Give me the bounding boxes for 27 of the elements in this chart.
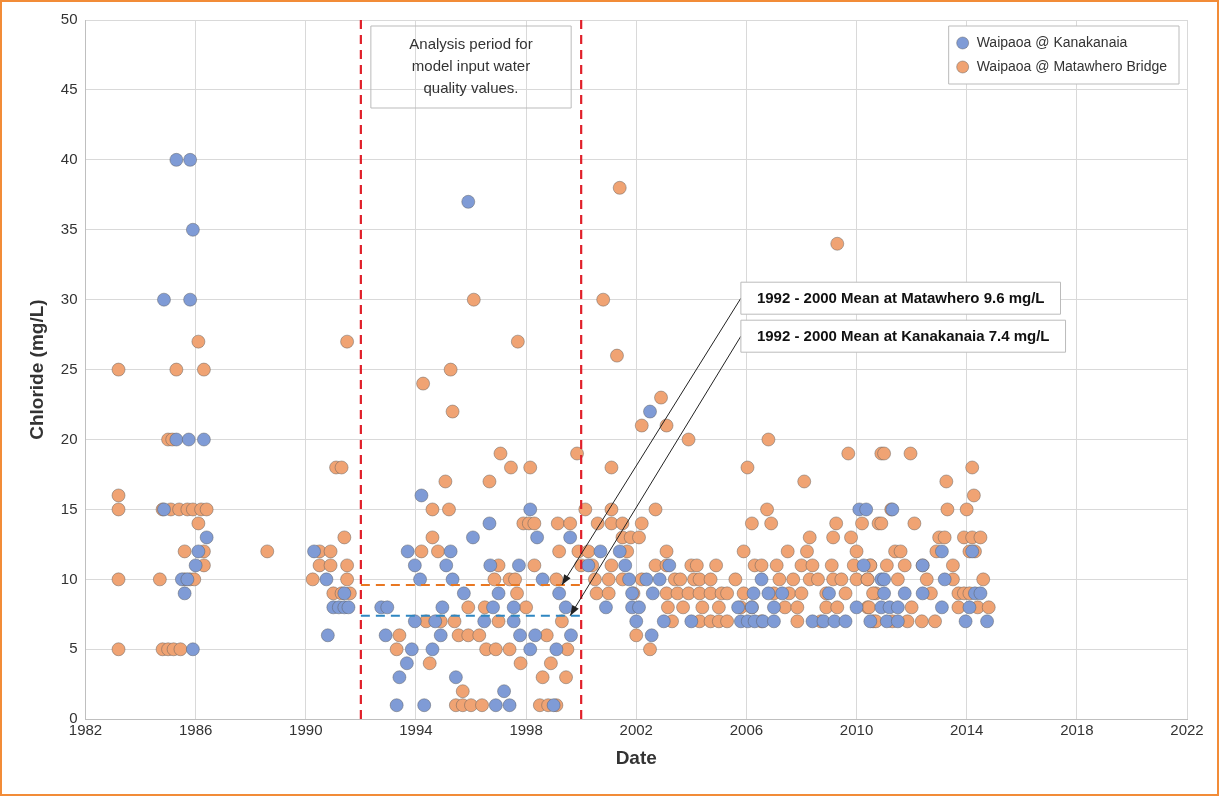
y-tick-label: 10: [60, 569, 78, 587]
y-tick-label: 45: [60, 80, 78, 98]
y-tick-label: 35: [60, 219, 78, 237]
y-tick-label: 15: [60, 499, 78, 517]
y-tick-label: 40: [60, 149, 78, 167]
x-tick-label: 1998: [509, 721, 543, 739]
x-tick-label: 1986: [178, 721, 213, 739]
x-tick-label: 2010: [839, 721, 874, 739]
y-tick-label: 5: [69, 639, 78, 657]
legend-label: Waipaoa @ Matawhero Bridge: [976, 57, 1168, 74]
legend-label: Waipaoa @ Kanakanaia: [976, 33, 1128, 50]
x-tick-label: 2018: [1060, 721, 1094, 739]
y-tick-label: 30: [60, 289, 78, 307]
y-tick-label: 50: [60, 10, 78, 28]
y-axis-title: Chloride (mg/L): [25, 299, 47, 440]
annotation: Analysis period for model input water quality values.: [409, 35, 533, 97]
x-tick-label: 2006: [729, 721, 764, 739]
x-tick-label: 1994: [399, 721, 433, 739]
y-tick-label: 25: [60, 359, 78, 377]
y-tick-label: 20: [60, 429, 78, 447]
annotation: 1992 - 2000 Mean at Matawhero 9.6 mg/L: [756, 289, 1045, 307]
x-tick-label: 2022: [1170, 721, 1204, 739]
x-axis-title: Date: [615, 746, 657, 768]
x-tick-label: 2002: [619, 721, 653, 739]
annotation: 1992 - 2000 Mean at Kanakanaia 7.4 mg/L: [756, 327, 1050, 345]
x-tick-label: 2014: [950, 721, 984, 739]
x-tick-label: 1990: [289, 721, 323, 739]
